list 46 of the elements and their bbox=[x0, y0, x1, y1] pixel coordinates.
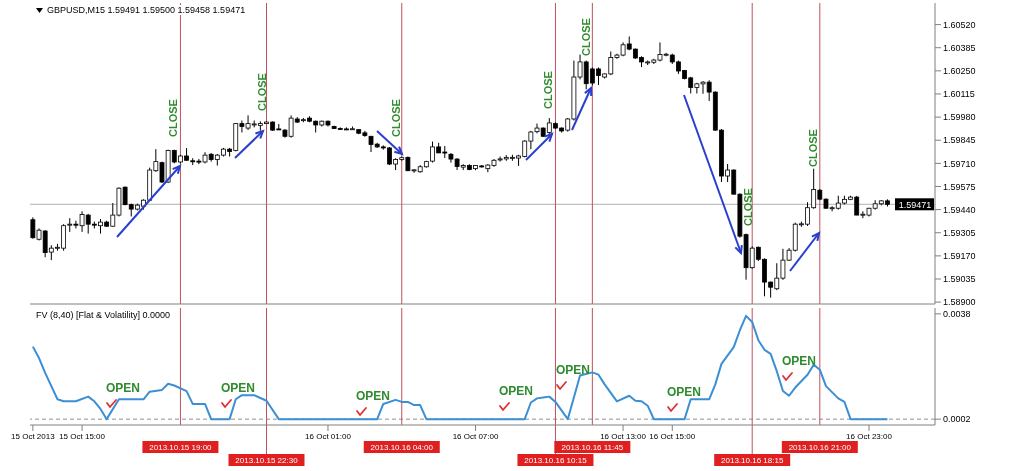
x-tick-label: 16 Oct 07:00 bbox=[452, 431, 499, 441]
annotation: CLOSE bbox=[742, 188, 754, 226]
y-tick-label: 1.59980 bbox=[943, 112, 976, 123]
ref-line-label: 2013.10.16 21:00 bbox=[788, 443, 852, 452]
ref-line-label: 2013.10.16 10:15 bbox=[524, 456, 588, 465]
annotation: OPEN bbox=[781, 354, 817, 368]
y-tick-label: 1.60385 bbox=[943, 42, 976, 53]
y-tick-label: 1.59845 bbox=[943, 135, 976, 146]
x-tick-label: 15 Oct 2013 bbox=[11, 431, 56, 441]
annotation: OPEN bbox=[355, 389, 391, 403]
ref-line-label: 2013.10.16 04:00 bbox=[370, 443, 434, 452]
annotation: OPEN bbox=[555, 363, 591, 377]
y-tick-label: 1.59170 bbox=[943, 251, 976, 262]
annotation: CLOSE bbox=[390, 99, 402, 137]
annotation: CLOSE bbox=[542, 71, 554, 109]
y-tick-label: 0.0038 bbox=[943, 309, 971, 320]
annotation: OPEN bbox=[105, 381, 141, 395]
y-tick-label: 1.58900 bbox=[943, 297, 976, 308]
y-tick-label: 1.59575 bbox=[943, 181, 976, 192]
annotation: OPEN bbox=[666, 385, 702, 399]
y-tick-label: 1.60115 bbox=[943, 89, 975, 100]
x-tick-label: 16 Oct 13:00 bbox=[600, 431, 647, 441]
x-tick-label: 16 Oct 23:00 bbox=[846, 431, 893, 441]
y-tick-label: 1.60520 bbox=[943, 19, 976, 30]
y-tick-label: 1.59710 bbox=[943, 158, 976, 169]
ref-line-label: 2013.10.15 22:30 bbox=[235, 456, 299, 465]
y-tick-label: 1.60250 bbox=[943, 66, 976, 77]
chart-title: FV (8,40) [Flat & Volatility] 0.0000 bbox=[36, 310, 171, 320]
annotation: OPEN bbox=[498, 384, 534, 398]
annotation: CLOSE bbox=[256, 73, 268, 111]
chart-title: GBPUSD,M15 1.59491 1.59500 1.59458 1.59471 bbox=[47, 5, 246, 15]
ref-line-label: 2013.10.15 19:00 bbox=[149, 443, 213, 452]
ref-line-label: 1.59471 bbox=[898, 199, 932, 210]
annotation: CLOSE bbox=[167, 99, 179, 137]
ref-line-label: 2013.10.16 11:45 bbox=[561, 443, 624, 452]
x-tick-label: 15 Oct 15:00 bbox=[59, 431, 106, 441]
annotation: CLOSE bbox=[807, 129, 819, 167]
y-tick-label: 1.59035 bbox=[943, 274, 976, 285]
annotation: CLOSE bbox=[580, 18, 592, 56]
annotation: OPEN bbox=[220, 381, 256, 395]
x-tick-label: 16 Oct 15:00 bbox=[649, 431, 696, 441]
y-tick-label: 0.0002 bbox=[943, 414, 971, 425]
ref-line-label: 2013.10.16 18:15 bbox=[721, 456, 784, 465]
x-tick-label: 16 Oct 01:00 bbox=[305, 431, 352, 441]
y-tick-label: 1.59305 bbox=[943, 227, 976, 238]
y-tick-label: 1.59440 bbox=[943, 204, 976, 215]
